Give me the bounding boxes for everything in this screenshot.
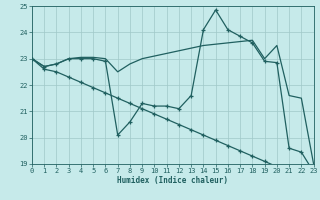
X-axis label: Humidex (Indice chaleur): Humidex (Indice chaleur): [117, 176, 228, 185]
